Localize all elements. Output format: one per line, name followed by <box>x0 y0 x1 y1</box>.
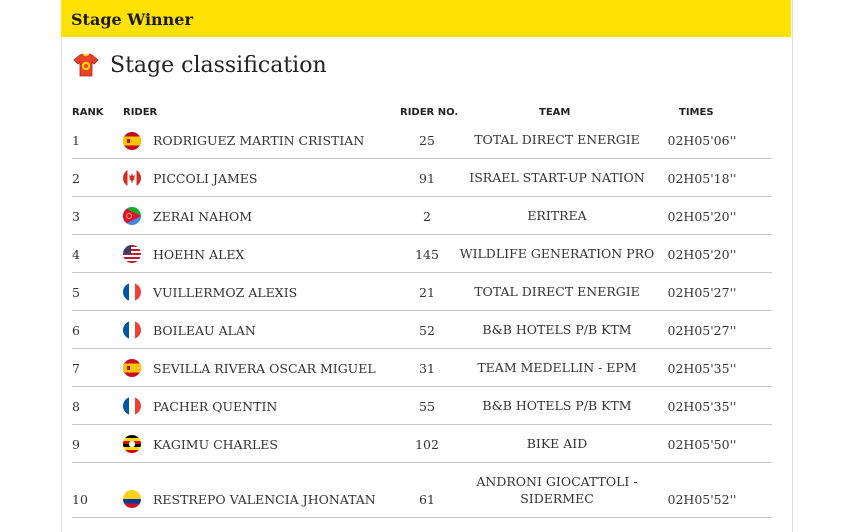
team-cell[interactable]: TOTAL DIRECT ENERGIE <box>474 284 640 299</box>
team-cell[interactable]: ANDRONI GIOCATTOLI - SIDERMEC <box>476 474 638 506</box>
rider-name-cell[interactable]: KAGIMU CHARLES <box>153 437 278 452</box>
time-cell: 02H05'06'' <box>667 133 737 148</box>
team-cell[interactable]: B&B HOTELS P/B KTM <box>482 322 632 337</box>
row-divider <box>72 158 772 159</box>
rider-number-cell: 52 <box>419 323 435 338</box>
rank-cell: 3 <box>72 209 80 224</box>
row-divider <box>72 348 772 349</box>
canada-flag-icon <box>123 169 141 187</box>
rider-name-cell[interactable]: RODRIGUEZ MARTIN CRISTIAN <box>153 133 365 148</box>
row-divider <box>72 462 772 463</box>
section-title: Stage classification <box>110 53 327 78</box>
team-cell[interactable]: ERITREA <box>527 208 587 223</box>
rider-number-cell: 21 <box>419 285 435 300</box>
time-cell: 02H05'52'' <box>667 492 737 507</box>
table-row: 1 RODRIGUEZ MARTIN CRISTIAN 25 TOTAL DIR… <box>72 122 772 159</box>
team-cell[interactable]: WILDLIFE GENERATION PRO <box>459 246 655 261</box>
row-divider <box>72 196 772 197</box>
rider-name-cell[interactable]: PICCOLI JAMES <box>153 171 258 186</box>
rank-cell: 1 <box>72 133 80 148</box>
time-cell: 02H05'35'' <box>667 361 737 376</box>
rider-number-cell: 91 <box>419 171 435 186</box>
rider-name-cell[interactable]: HOEHN ALEX <box>153 247 245 262</box>
column-header-rider-number: RIDER NO. <box>400 107 459 118</box>
column-header-times: TIMES <box>679 107 714 118</box>
column-header-team: TEAM <box>539 107 571 118</box>
rider-name-cell[interactable]: SEVILLA RIVERA OSCAR MIGUEL <box>153 361 376 376</box>
time-cell: 02H05'27'' <box>667 323 737 338</box>
time-cell: 02H05'35'' <box>667 399 737 414</box>
rank-cell: 6 <box>72 323 80 338</box>
time-cell: 02H05'18'' <box>667 171 737 186</box>
row-divider <box>72 272 772 273</box>
row-divider <box>72 386 772 387</box>
rank-cell: 9 <box>72 437 80 452</box>
table-row: 2 PICCOLI JAMES 91 ISRAEL START-UP NATIO… <box>72 159 772 197</box>
rider-name-cell[interactable]: PACHER QUENTIN <box>153 399 278 414</box>
rider-number-cell: 2 <box>423 209 431 224</box>
row-divider <box>72 310 772 311</box>
row-divider <box>72 234 772 235</box>
usa-flag-icon <box>123 245 141 263</box>
team-cell[interactable]: ISRAEL START-UP NATION <box>469 170 645 185</box>
france-flag-icon <box>123 397 141 415</box>
spain-flag-icon <box>123 132 141 150</box>
rank-cell: 2 <box>72 171 80 186</box>
rank-cell: 10 <box>72 492 88 507</box>
table-row: 9 KAGIMU CHARLES 102 BIKE AID 02H05'50'' <box>72 425 772 463</box>
uganda-flag-icon <box>123 435 141 453</box>
time-cell: 02H05'20'' <box>667 247 737 262</box>
classification-panel <box>61 0 793 532</box>
time-cell: 02H05'50'' <box>667 437 737 452</box>
table-row: 8 PACHER QUENTIN 55 B&B HOTELS P/B KTM 0… <box>72 387 772 425</box>
table-row: 10 RESTREPO VALENCIA JHONATAN 61 ANDRONI… <box>72 463 772 518</box>
rider-number-cell: 31 <box>419 361 435 376</box>
rider-number-cell: 102 <box>415 437 439 452</box>
rider-name-cell[interactable]: ZERAI NAHOM <box>153 209 253 224</box>
table-row: 6 BOILEAU ALAN 52 B&B HOTELS P/B KTM 02H… <box>72 311 772 349</box>
france-flag-icon <box>123 321 141 339</box>
rider-name-cell[interactable]: VUILLERMOZ ALEXIS <box>153 285 298 300</box>
colombia-flag-icon <box>123 490 141 508</box>
column-header-rider: RIDER <box>123 107 158 118</box>
rider-number-cell: 55 <box>419 399 435 414</box>
team-cell[interactable]: TOTAL DIRECT ENERGIE <box>474 132 640 147</box>
team-cell[interactable]: TEAM MEDELLIN - EPM <box>477 360 637 375</box>
rider-number-cell: 145 <box>415 247 439 262</box>
table-row: 4 HOEHN ALEX 145 WILDLIFE GENERATION PRO… <box>72 235 772 273</box>
rank-cell: 8 <box>72 399 80 414</box>
table-row: 7 SEVILLA RIVERA OSCAR MIGUEL 31 TEAM ME… <box>72 349 772 387</box>
banner-title: Stage Winner <box>71 10 193 29</box>
time-cell: 02H05'27'' <box>667 285 737 300</box>
rank-cell: 4 <box>72 247 80 262</box>
row-divider <box>72 424 772 425</box>
france-flag-icon <box>123 283 141 301</box>
spain-flag-icon <box>123 359 141 377</box>
table-row: 3 ZERAI NAHOM 2 ERITREA 02H05'20'' <box>72 197 772 235</box>
row-divider <box>72 517 772 518</box>
team-cell[interactable]: BIKE AID <box>526 436 588 451</box>
eritrea-flag-icon <box>123 207 141 225</box>
rider-name-cell[interactable]: RESTREPO VALENCIA JHONATAN <box>153 492 376 507</box>
team-cell[interactable]: B&B HOTELS P/B KTM <box>482 398 632 413</box>
jersey-icon <box>73 53 99 77</box>
rider-number-cell: 25 <box>419 133 435 148</box>
rank-cell: 7 <box>72 361 80 376</box>
rank-cell: 5 <box>72 285 80 300</box>
rider-number-cell: 61 <box>419 492 435 507</box>
time-cell: 02H05'20'' <box>667 209 737 224</box>
table-row: 5 VUILLERMOZ ALEXIS 21 TOTAL DIRECT ENER… <box>72 273 772 311</box>
stage-winner-banner: Stage Winner <box>61 0 791 37</box>
rider-name-cell[interactable]: BOILEAU ALAN <box>153 323 256 338</box>
column-header-rank: RANK <box>72 107 104 118</box>
